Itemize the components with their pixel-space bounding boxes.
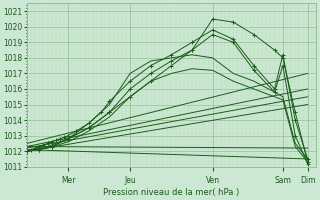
X-axis label: Pression niveau de la mer( hPa ): Pression niveau de la mer( hPa ) bbox=[103, 188, 239, 197]
